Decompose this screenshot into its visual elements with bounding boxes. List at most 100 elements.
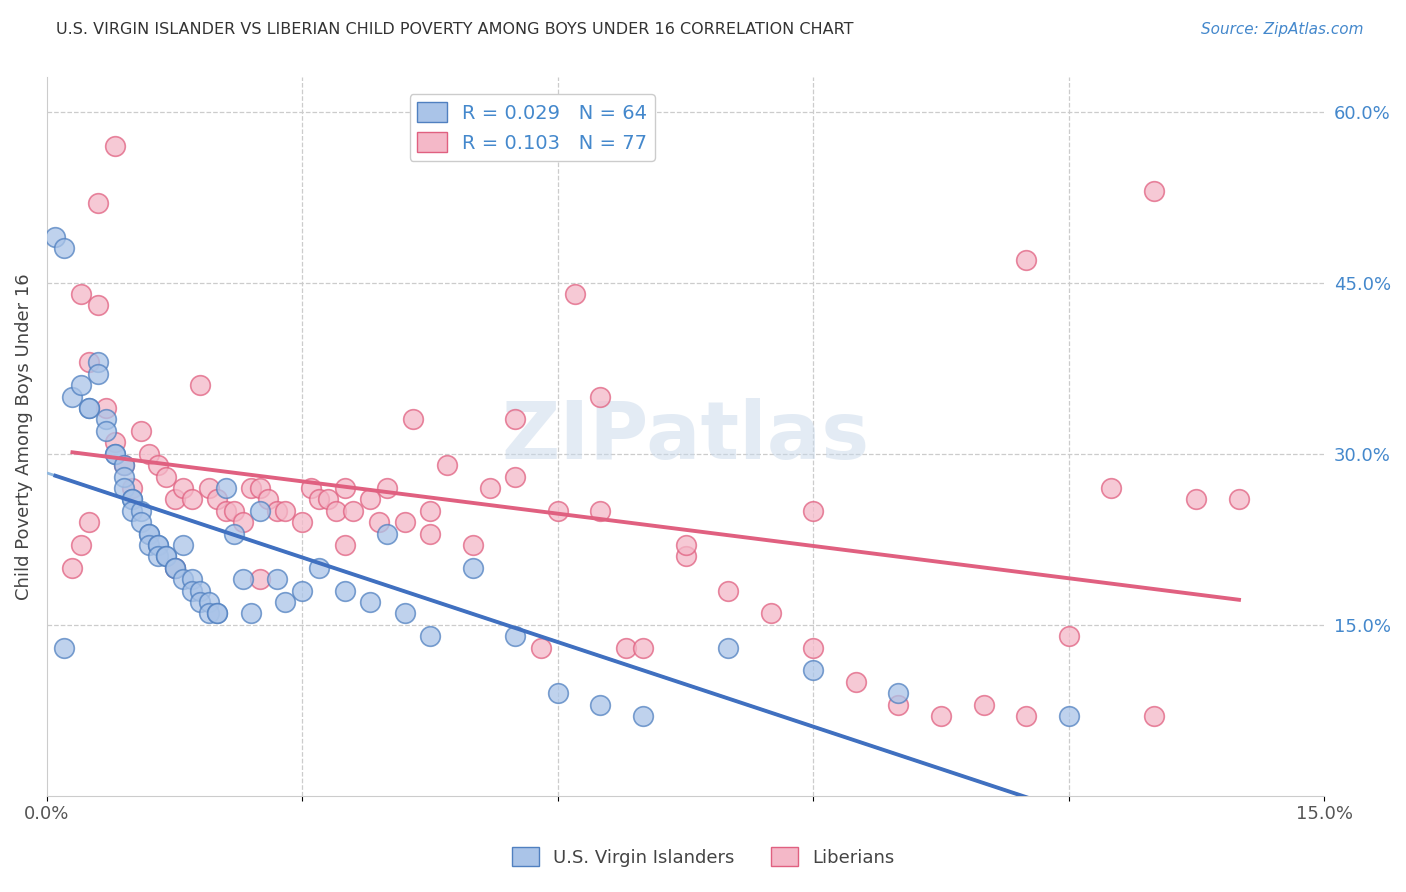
Point — [155, 549, 177, 564]
Point — [104, 447, 127, 461]
Point — [146, 549, 169, 564]
Point — [70, 287, 93, 301]
Point — [394, 515, 416, 529]
Point — [138, 538, 160, 552]
Point — [547, 686, 569, 700]
Point — [503, 412, 526, 426]
Point — [419, 526, 441, 541]
Point — [52, 242, 75, 256]
Point — [249, 481, 271, 495]
Point — [121, 481, 143, 495]
Point — [121, 504, 143, 518]
Point — [96, 401, 118, 416]
Point — [333, 481, 356, 495]
Point — [52, 640, 75, 655]
Text: U.S. VIRGIN ISLANDER VS LIBERIAN CHILD POVERTY AMONG BOYS UNDER 16 CORRELATION C: U.S. VIRGIN ISLANDER VS LIBERIAN CHILD P… — [56, 22, 853, 37]
Point — [215, 481, 238, 495]
Point — [377, 481, 399, 495]
Point — [503, 629, 526, 643]
Point — [87, 298, 110, 312]
Point — [419, 504, 441, 518]
Point — [274, 504, 297, 518]
Point — [62, 390, 84, 404]
Point — [79, 401, 101, 416]
Point — [112, 458, 135, 472]
Point — [62, 560, 84, 574]
Text: Source: ZipAtlas.com: Source: ZipAtlas.com — [1201, 22, 1364, 37]
Point — [96, 424, 118, 438]
Point — [461, 538, 484, 552]
Point — [180, 572, 202, 586]
Point — [121, 492, 143, 507]
Point — [402, 412, 425, 426]
Point — [845, 674, 868, 689]
Point — [163, 560, 186, 574]
Point — [146, 538, 169, 552]
Point — [589, 390, 612, 404]
Point — [79, 355, 101, 369]
Point — [359, 595, 381, 609]
Point — [1057, 629, 1080, 643]
Point — [205, 607, 228, 621]
Point — [759, 607, 782, 621]
Point — [121, 492, 143, 507]
Point — [112, 458, 135, 472]
Point — [257, 492, 280, 507]
Point — [224, 504, 246, 518]
Point — [291, 515, 314, 529]
Point — [368, 515, 391, 529]
Text: ZIPatlas: ZIPatlas — [502, 398, 870, 475]
Point — [717, 640, 740, 655]
Point — [614, 640, 637, 655]
Point — [589, 698, 612, 712]
Point — [112, 481, 135, 495]
Point — [274, 595, 297, 609]
Point — [197, 607, 219, 621]
Point — [240, 607, 263, 621]
Point — [163, 560, 186, 574]
Point — [342, 504, 364, 518]
Point — [146, 538, 169, 552]
Point — [104, 447, 127, 461]
Point — [929, 709, 952, 723]
Point — [675, 549, 697, 564]
Point — [163, 492, 186, 507]
Point — [308, 492, 330, 507]
Point — [333, 583, 356, 598]
Point — [316, 492, 339, 507]
Point — [394, 607, 416, 621]
Point — [87, 367, 110, 381]
Point — [547, 504, 569, 518]
Point — [675, 538, 697, 552]
Point — [631, 640, 654, 655]
Point — [180, 583, 202, 598]
Point — [188, 595, 211, 609]
Point — [436, 458, 458, 472]
Point — [299, 481, 322, 495]
Point — [172, 572, 194, 586]
Point — [478, 481, 501, 495]
Point — [249, 572, 271, 586]
Point — [1015, 252, 1038, 267]
Point — [1015, 709, 1038, 723]
Point — [801, 663, 824, 677]
Point — [232, 572, 254, 586]
Point — [138, 526, 160, 541]
Point — [503, 469, 526, 483]
Point — [530, 640, 553, 655]
Point — [104, 435, 127, 450]
Point — [1227, 492, 1250, 507]
Point — [887, 698, 910, 712]
Point — [308, 560, 330, 574]
Point — [801, 504, 824, 518]
Point — [205, 607, 228, 621]
Point — [973, 698, 995, 712]
Point — [172, 538, 194, 552]
Point — [87, 195, 110, 210]
Point — [188, 378, 211, 392]
Point — [155, 549, 177, 564]
Point — [291, 583, 314, 598]
Point — [1143, 709, 1166, 723]
Point — [44, 230, 66, 244]
Point — [359, 492, 381, 507]
